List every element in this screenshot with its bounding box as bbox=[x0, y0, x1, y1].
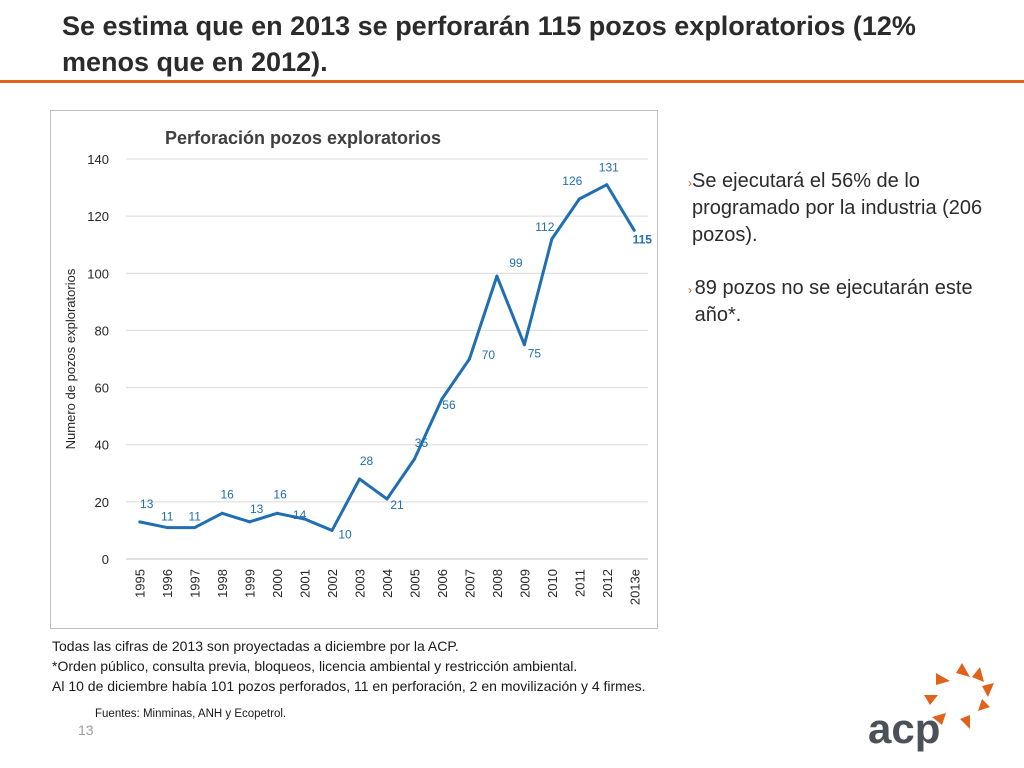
data-point bbox=[467, 357, 471, 361]
chart-container: Perforación pozos exploratorios Numero d… bbox=[50, 110, 658, 629]
x-tick-label: 2004 bbox=[380, 569, 395, 598]
footnotes: Todas las cifras de 2013 son proyectadas… bbox=[52, 636, 646, 696]
x-tick-label: 1995 bbox=[133, 569, 148, 598]
bullet-item: › Se ejecutará el 56% de lo programado p… bbox=[688, 168, 1008, 249]
data-label: 10 bbox=[338, 527, 352, 541]
x-tick-label: 2005 bbox=[407, 569, 422, 598]
data-label: 75 bbox=[528, 347, 542, 361]
x-tick-label: 2001 bbox=[298, 569, 313, 598]
x-tick-label: 2010 bbox=[545, 569, 560, 598]
sources-note: Fuentes: Minminas, ANH y Ecopetrol. bbox=[95, 708, 287, 720]
logo-text: acp bbox=[868, 705, 940, 752]
footnote-line: Al 10 de diciembre había 101 pozos perfo… bbox=[52, 678, 646, 694]
x-tick-label: 2006 bbox=[435, 569, 450, 598]
data-label: 70 bbox=[482, 348, 496, 362]
page-number: 13 bbox=[78, 722, 94, 738]
data-label: 28 bbox=[360, 454, 374, 468]
data-label: 13 bbox=[250, 502, 264, 516]
data-label: 21 bbox=[390, 498, 404, 512]
sun-rays-icon bbox=[924, 663, 994, 729]
x-tick-label: 2007 bbox=[462, 569, 477, 598]
y-tick-label: 20 bbox=[95, 495, 109, 510]
y-tick-label: 140 bbox=[87, 152, 109, 167]
x-tick-label: 2009 bbox=[517, 569, 532, 598]
data-label: 99 bbox=[509, 256, 523, 270]
x-tick-label: 2011 bbox=[572, 569, 587, 597]
data-label: 13 bbox=[140, 497, 154, 511]
data-label: 131 bbox=[599, 161, 619, 175]
data-point bbox=[138, 520, 142, 524]
data-point bbox=[412, 457, 416, 461]
footnote-line: Todas las cifras de 2013 son proyectadas… bbox=[52, 638, 459, 654]
bullet-list: › Se ejecutará el 56% de lo programado p… bbox=[688, 168, 1008, 355]
x-tick-label: 2000 bbox=[270, 569, 285, 598]
data-label: 115 bbox=[633, 232, 653, 246]
y-tick-label: 120 bbox=[87, 209, 109, 224]
data-point bbox=[275, 511, 279, 515]
chevron-right-icon: › bbox=[688, 283, 692, 297]
title-divider bbox=[0, 80, 1024, 83]
bullet-item: › 89 pozos no se ejecutarán este año*. bbox=[688, 275, 1008, 329]
line-chart: Perforación pozos exploratorios Numero d… bbox=[63, 128, 653, 605]
data-label: 11 bbox=[161, 510, 174, 524]
x-tick-label: 2008 bbox=[490, 569, 505, 598]
data-point bbox=[303, 517, 307, 521]
data-point bbox=[248, 520, 252, 524]
acp-logo: acp bbox=[868, 663, 994, 752]
series-line bbox=[139, 183, 636, 532]
data-point bbox=[165, 526, 169, 530]
data-point bbox=[385, 497, 389, 501]
data-label: 16 bbox=[220, 487, 234, 501]
y-tick-label: 100 bbox=[87, 266, 109, 281]
y-tick-label: 60 bbox=[95, 381, 109, 396]
y-tick-label: 80 bbox=[95, 323, 109, 338]
data-label: 11 bbox=[188, 510, 201, 524]
x-tick-label: 2003 bbox=[353, 569, 368, 598]
y-tick-label: 0 bbox=[102, 552, 109, 567]
data-label: 14 bbox=[293, 508, 307, 522]
data-label: 16 bbox=[273, 487, 287, 501]
footnote-line: *Orden público, consulta previa, bloqueo… bbox=[52, 658, 578, 674]
data-label: 112 bbox=[535, 220, 554, 234]
data-point bbox=[330, 528, 334, 532]
data-label: 56 bbox=[442, 398, 456, 412]
data-point bbox=[220, 511, 224, 515]
data-label: 35 bbox=[415, 436, 429, 450]
data-point bbox=[358, 477, 362, 481]
y-tick-label: 40 bbox=[95, 438, 109, 453]
data-point bbox=[577, 197, 581, 201]
chart-title: Perforación pozos exploratorios bbox=[165, 128, 441, 148]
x-tick-label: 1999 bbox=[243, 569, 258, 598]
data-point bbox=[605, 183, 609, 187]
y-axis-label: Numero de pozos exploratorios bbox=[63, 268, 78, 449]
data-point bbox=[193, 526, 197, 530]
x-tick-label: 2002 bbox=[325, 569, 340, 598]
x-tick-label: 1996 bbox=[160, 569, 175, 598]
data-label: 126 bbox=[562, 174, 582, 188]
x-tick-label: 2012 bbox=[600, 569, 615, 598]
data-point bbox=[550, 237, 554, 241]
data-point bbox=[495, 274, 499, 278]
x-tick-label: 1998 bbox=[215, 569, 230, 598]
slide-title: Se estima que en 2013 se perforarán 115 … bbox=[62, 11, 916, 77]
data-point bbox=[522, 343, 526, 347]
data-point bbox=[440, 397, 444, 401]
x-tick-label: 1997 bbox=[188, 569, 203, 598]
data-point bbox=[632, 228, 636, 232]
bullet-text: Se ejecutará el 56% de lo programado por… bbox=[692, 170, 983, 246]
bullet-text: 89 pozos no se ejecutarán este año*. bbox=[694, 277, 973, 326]
x-tick-label: 2013e bbox=[627, 569, 642, 605]
chevron-right-icon: › bbox=[688, 176, 692, 190]
